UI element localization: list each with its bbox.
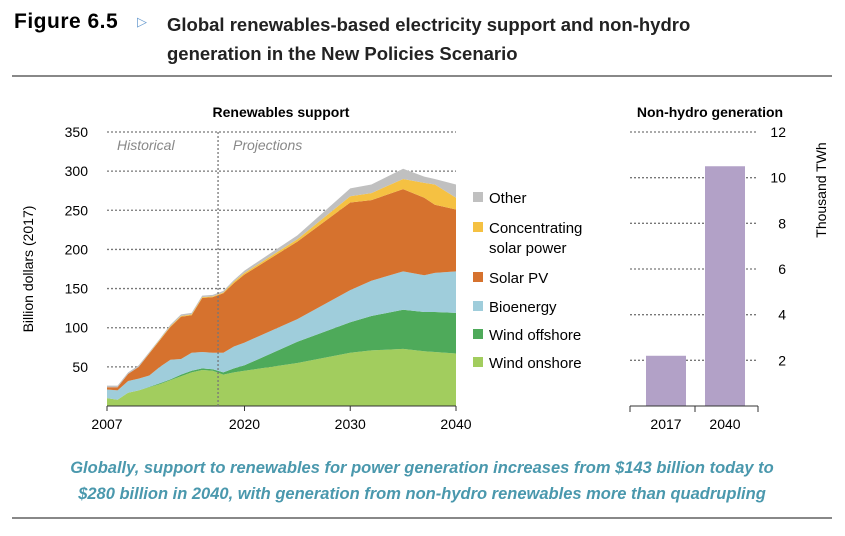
- y-tick-label: 350: [65, 124, 89, 140]
- y2-tick-label: 8: [778, 215, 786, 231]
- chart-area: Renewables support Billion dollars (2017)…: [20, 104, 829, 432]
- legend-label: solar power: [489, 240, 567, 257]
- legend-label: Concentrating: [489, 220, 582, 237]
- legend-label: Wind onshore: [489, 355, 582, 372]
- legend-label: Wind offshore: [489, 327, 581, 344]
- y2-tick-label: 2: [778, 352, 786, 368]
- area-wind-onshore: [107, 348, 456, 406]
- y-tick-label: 50: [72, 359, 88, 375]
- legend-swatch: [473, 272, 483, 282]
- y-tick-label: 200: [65, 241, 89, 257]
- legend-swatch: [473, 357, 483, 367]
- legend-label: Other: [489, 190, 527, 207]
- legend-swatch: [473, 192, 483, 202]
- top-divider: [12, 75, 832, 77]
- projections-label: Projections: [233, 137, 302, 153]
- y2-tick-label: 10: [770, 170, 786, 186]
- y-axis-label: Billion dollars (2017): [20, 206, 36, 333]
- title-line-1: Global renewables-based electricity supp…: [167, 14, 691, 35]
- x-tick-label: 2020: [229, 416, 260, 432]
- x-tick-label: 2030: [335, 416, 366, 432]
- bar-category-label: 2017: [650, 416, 681, 432]
- x-tick-label: 2040: [440, 416, 471, 432]
- legend-swatch: [473, 222, 483, 232]
- caption-line-1: Globally, support to renewables for powe…: [70, 459, 774, 477]
- y-tick-label: 300: [65, 163, 89, 179]
- legend-label: Solar PV: [489, 270, 548, 287]
- y2-tick-label: 12: [770, 124, 786, 140]
- historical-label: Historical: [117, 137, 175, 153]
- title-line-2: generation in the New Policies Scenario: [167, 43, 518, 64]
- y2-tick-label: 4: [778, 307, 786, 323]
- area-bioenergy: [107, 271, 456, 400]
- y2-tick-label: 6: [778, 261, 786, 277]
- y-tick-label: 100: [65, 320, 89, 336]
- triangle-right-icon: ▷: [137, 14, 147, 29]
- area-solar-pv: [107, 189, 456, 391]
- area-wind-offshore: [107, 309, 456, 400]
- bar-category-label: 2040: [709, 416, 740, 432]
- x-tick-label: 2007: [91, 416, 122, 432]
- bar-2017: [646, 355, 686, 406]
- caption-line-2: $280 billion in 2040, with generation fr…: [78, 485, 766, 503]
- bottom-divider: [12, 517, 832, 519]
- bar-chart-title: Non-hydro generation: [637, 104, 783, 120]
- figure-title: Global renewables-based electricity supp…: [167, 10, 690, 68]
- y-tick-label: 250: [65, 202, 89, 218]
- area-chart-title: Renewables support: [213, 104, 350, 120]
- legend-swatch: [473, 301, 483, 311]
- y2-axis-label: Thousand TWh: [813, 142, 829, 237]
- bar-2040: [705, 166, 745, 406]
- figure-caption: Globally, support to renewables for powe…: [12, 455, 832, 507]
- legend-label: Bioenergy: [489, 299, 557, 316]
- figure-label: Figure 6.5: [14, 10, 119, 33]
- y-tick-label: 150: [65, 281, 89, 297]
- legend-swatch: [473, 329, 483, 339]
